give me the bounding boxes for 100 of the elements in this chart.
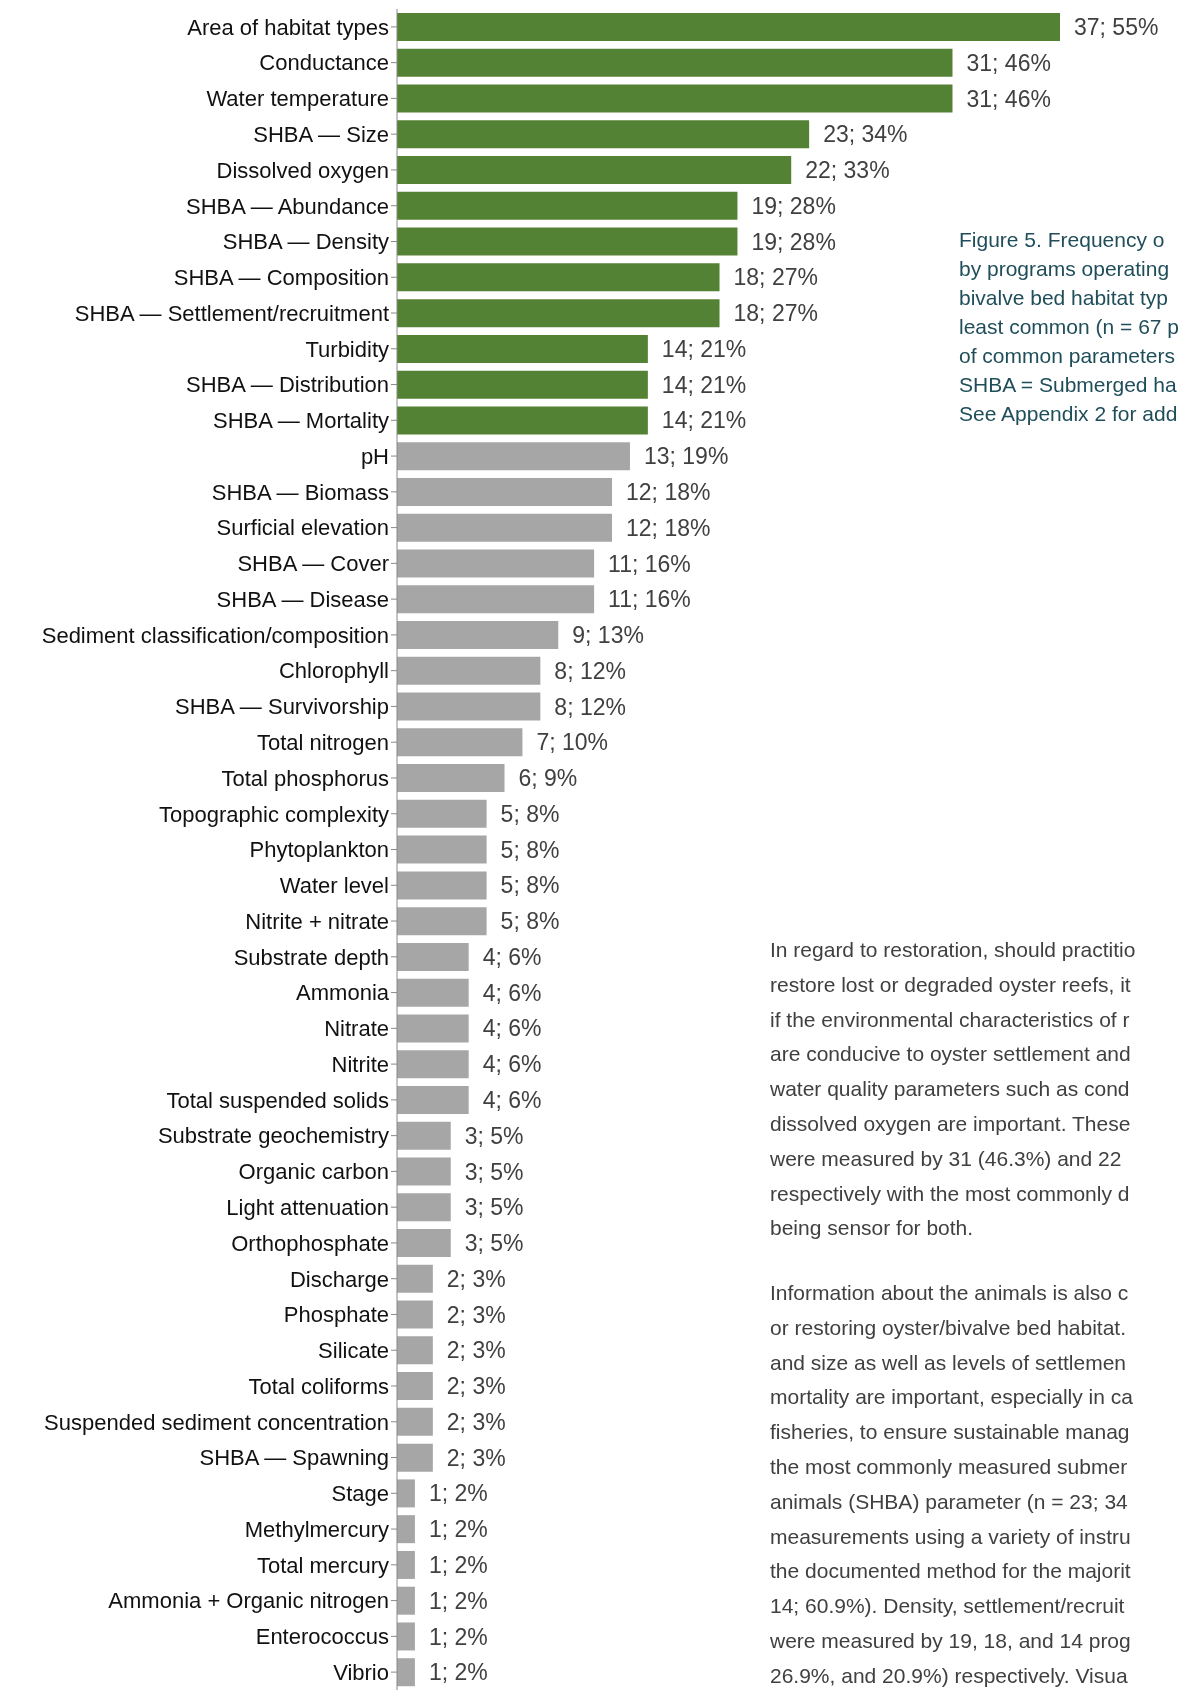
data-label: 18; 27% — [733, 300, 818, 327]
data-label: 4; 6% — [482, 979, 542, 1006]
y-tick-label: Ammonia + Organic nitrogen — [108, 1588, 389, 1614]
data-label: 1; 2% — [428, 1516, 488, 1543]
data-label: 5; 8% — [500, 872, 560, 899]
bar — [397, 621, 559, 650]
bar — [397, 513, 613, 542]
y-tick-label: Area of habitat types — [187, 14, 389, 40]
data-label: 2; 3% — [446, 1408, 506, 1435]
annotation: least common (n = 67 p — [959, 314, 1178, 340]
data-label: 5; 8% — [500, 800, 560, 827]
annotation: animals (SHBA) parameter (n = 23; 34 — [770, 1488, 1128, 1515]
y-tick-label: SHBA — Density — [222, 229, 389, 255]
y-tick-label: SHBA — Survivorship — [175, 694, 389, 720]
annotation: In regard to restoration, should practitio — [770, 937, 1136, 963]
bar — [397, 84, 953, 113]
annotation: SHBA = Submerged ha — [959, 372, 1177, 398]
data-label: 12; 18% — [626, 479, 711, 506]
bar — [397, 1372, 433, 1401]
bar — [397, 549, 595, 578]
y-tick-label: Methylmercury — [244, 1516, 389, 1542]
y-tick-label: Silicate — [318, 1338, 389, 1364]
y-tick-label: Total nitrogen — [256, 730, 389, 756]
data-label: 1; 2% — [428, 1551, 488, 1578]
y-tick-label: pH — [360, 443, 389, 469]
y-tick-label: Topographic complexity — [159, 801, 389, 827]
bar — [397, 656, 541, 685]
data-label: 31; 46% — [966, 49, 1051, 76]
data-label: 8; 12% — [554, 693, 626, 720]
data-label: 1; 2% — [428, 1587, 488, 1614]
y-tick-label: Substrate depth — [233, 944, 389, 970]
data-label: 9; 13% — [572, 622, 644, 649]
data-label: 5; 8% — [500, 908, 560, 935]
bar — [397, 1479, 415, 1508]
bar — [397, 871, 487, 900]
bar — [397, 1515, 415, 1544]
bar — [397, 13, 1060, 41]
data-label: 14; 21% — [661, 407, 747, 434]
bar — [397, 191, 738, 220]
data-label: 1; 2% — [428, 1659, 488, 1686]
annotation: or restoring oyster/bivalve bed habitat. — [770, 1314, 1127, 1341]
data-label: 12; 18% — [626, 514, 711, 541]
bar — [397, 907, 487, 936]
y-tick-label: Total suspended solids — [166, 1087, 389, 1113]
y-tick-label: Nitrite — [331, 1051, 389, 1077]
y-tick-label: Phytoplankton — [249, 837, 389, 863]
bar — [397, 1121, 451, 1150]
annotation: were measured by 31 (46.3%) and 22 — [770, 1145, 1122, 1172]
bar — [397, 1300, 433, 1329]
annotation: respectively with the most commonly d — [770, 1180, 1130, 1207]
y-tick-label: SHBA — Size — [253, 121, 389, 147]
data-label: 2; 3% — [446, 1373, 506, 1400]
y-tick-label: Phosphate — [283, 1302, 389, 1328]
bar — [397, 477, 613, 506]
y-tick-label: Total mercury — [256, 1552, 389, 1578]
annotation: and size as well as levels of settlemen — [770, 1349, 1127, 1376]
bar — [397, 692, 541, 721]
data-label: 11; 16% — [608, 550, 691, 577]
y-tick-label: Total phosphorus — [221, 765, 389, 791]
bar — [397, 585, 595, 614]
data-label: 11; 16% — [608, 586, 691, 613]
data-label: 2; 3% — [446, 1265, 506, 1292]
data-label: 14; 21% — [661, 371, 747, 398]
data-label: 4; 6% — [482, 1087, 542, 1114]
bar — [397, 156, 792, 185]
y-tick-label: Dissolved oxygen — [216, 157, 389, 183]
bar — [397, 1014, 469, 1043]
bar — [397, 370, 648, 399]
bar — [397, 978, 469, 1007]
y-tick-label: Ammonia — [296, 980, 390, 1006]
bar — [397, 299, 720, 328]
annotation: are conducive to oyster settlement and — [770, 1041, 1131, 1068]
y-tick-label: SHBA — Abundance — [185, 193, 389, 219]
y-tick-label: Surficial elevation — [216, 515, 389, 541]
y-tick-label: Discharge — [289, 1266, 389, 1292]
data-label: 5; 8% — [500, 836, 560, 863]
bar — [397, 1157, 451, 1186]
data-label: 6; 9% — [518, 765, 578, 792]
y-tick-label: SHBA — Biomass — [211, 479, 389, 505]
data-label: 2; 3% — [446, 1337, 506, 1364]
bar — [397, 334, 648, 363]
bar — [397, 1550, 415, 1579]
y-tick-label: Conductance — [259, 50, 389, 76]
bar — [397, 728, 523, 757]
data-label: 3; 5% — [464, 1122, 524, 1149]
y-tick-label: Light attenuation — [226, 1194, 389, 1220]
bar — [397, 263, 720, 292]
data-label: 18; 27% — [733, 264, 818, 291]
bar — [397, 799, 487, 828]
y-tick-label: Organic carbon — [238, 1159, 389, 1185]
data-label: 22; 33% — [805, 157, 890, 184]
bar — [397, 1050, 469, 1079]
y-tick-label: SHBA — Spawning — [199, 1445, 389, 1471]
y-tick-label: SHBA — Settlement/recruitment — [74, 300, 389, 326]
y-tick-label: SHBA — Distribution — [186, 372, 389, 398]
y-tick-label: Nitrite + nitrate — [245, 908, 389, 934]
y-tick-label: Stage — [331, 1481, 389, 1507]
annotation: measurements using a variety of instru — [770, 1523, 1131, 1550]
bar — [397, 1622, 415, 1651]
annotation: restore lost or degraded oyster reefs, it — [770, 971, 1131, 998]
